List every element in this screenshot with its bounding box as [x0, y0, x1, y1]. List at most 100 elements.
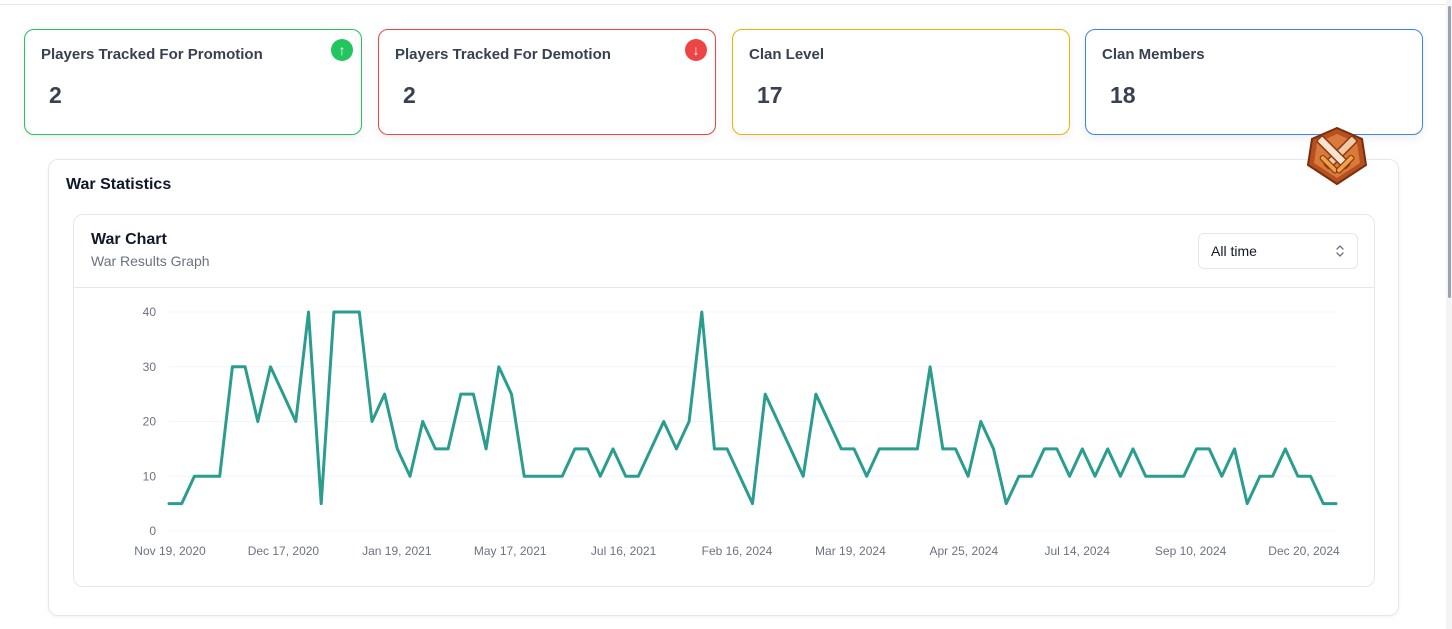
data-point[interactable] — [763, 392, 768, 397]
data-point[interactable] — [1131, 446, 1136, 451]
data-point[interactable] — [572, 446, 577, 451]
data-point[interactable] — [167, 501, 172, 506]
data-point[interactable] — [813, 392, 818, 397]
data-point[interactable] — [864, 474, 869, 479]
data-point[interactable] — [1105, 446, 1110, 451]
data-point[interactable] — [1181, 474, 1186, 479]
data-point[interactable] — [534, 474, 539, 479]
page-scrollbar[interactable] — [1446, 0, 1452, 629]
data-point[interactable] — [877, 446, 882, 451]
data-point[interactable] — [687, 419, 692, 424]
data-point[interactable] — [331, 310, 336, 315]
data-point[interactable] — [1067, 474, 1072, 479]
data-point[interactable] — [496, 364, 501, 369]
data-point[interactable] — [1207, 446, 1212, 451]
data-point[interactable] — [915, 446, 920, 451]
time-range-select[interactable]: All time — [1198, 233, 1358, 269]
data-point[interactable] — [902, 446, 907, 451]
data-point[interactable] — [509, 392, 514, 397]
data-point[interactable] — [255, 419, 260, 424]
data-point[interactable] — [319, 501, 324, 506]
data-point[interactable] — [839, 446, 844, 451]
data-point[interactable] — [1308, 474, 1313, 479]
data-point[interactable] — [230, 364, 235, 369]
data-point[interactable] — [598, 474, 603, 479]
y-tick-label: 0 — [149, 524, 156, 538]
data-point[interactable] — [1232, 446, 1237, 451]
data-point[interactable] — [560, 474, 565, 479]
data-point[interactable] — [966, 474, 971, 479]
data-point[interactable] — [699, 310, 704, 315]
data-point[interactable] — [1092, 474, 1097, 479]
data-point[interactable] — [585, 446, 590, 451]
data-point[interactable] — [1270, 474, 1275, 479]
data-point[interactable] — [991, 446, 996, 451]
data-point[interactable] — [484, 446, 489, 451]
data-point[interactable] — [408, 474, 413, 479]
data-point[interactable] — [369, 419, 374, 424]
data-point[interactable] — [1080, 446, 1085, 451]
data-point[interactable] — [458, 392, 463, 397]
data-point[interactable] — [1219, 474, 1224, 479]
data-point[interactable] — [610, 446, 615, 451]
data-point[interactable] — [1143, 474, 1148, 479]
data-point[interactable] — [357, 310, 362, 315]
data-point[interactable] — [420, 419, 425, 424]
data-point[interactable] — [788, 446, 793, 451]
data-point[interactable] — [674, 446, 679, 451]
scrollbar-thumb[interactable] — [1448, 6, 1451, 298]
data-point[interactable] — [725, 446, 730, 451]
data-point[interactable] — [306, 310, 311, 315]
data-point[interactable] — [737, 474, 742, 479]
time-range-value: All time — [1211, 243, 1257, 259]
data-point[interactable] — [395, 446, 400, 451]
data-point[interactable] — [826, 419, 831, 424]
data-point[interactable] — [217, 474, 222, 479]
data-point[interactable] — [293, 419, 298, 424]
data-point[interactable] — [522, 474, 527, 479]
data-point[interactable] — [446, 446, 451, 451]
data-point[interactable] — [1118, 474, 1123, 479]
data-point[interactable] — [471, 392, 476, 397]
data-point[interactable] — [928, 364, 933, 369]
data-point[interactable] — [433, 446, 438, 451]
data-point[interactable] — [623, 474, 628, 479]
data-point[interactable] — [775, 419, 780, 424]
data-point[interactable] — [179, 501, 184, 506]
data-point[interactable] — [1016, 474, 1021, 479]
data-point[interactable] — [547, 474, 552, 479]
data-point[interactable] — [1029, 474, 1034, 479]
x-axis-ticks: Nov 19, 2020 Dec 17, 2020 Jan 19, 2021 May … — [134, 544, 1340, 558]
data-point[interactable] — [940, 446, 945, 451]
data-point[interactable] — [1334, 501, 1339, 506]
data-point[interactable] — [851, 446, 856, 451]
data-point[interactable] — [268, 364, 273, 369]
data-point[interactable] — [281, 392, 286, 397]
data-point[interactable] — [712, 446, 717, 451]
data-point[interactable] — [1245, 501, 1250, 506]
data-point[interactable] — [890, 446, 895, 451]
data-point[interactable] — [1194, 446, 1199, 451]
data-point[interactable] — [1004, 501, 1009, 506]
data-point[interactable] — [382, 392, 387, 397]
data-point[interactable] — [243, 364, 248, 369]
data-point[interactable] — [1321, 501, 1326, 506]
data-point[interactable] — [1054, 446, 1059, 451]
data-point[interactable] — [636, 474, 641, 479]
data-point[interactable] — [801, 474, 806, 479]
data-point[interactable] — [661, 419, 666, 424]
data-point[interactable] — [1295, 474, 1300, 479]
data-point[interactable] — [1156, 474, 1161, 479]
data-point[interactable] — [1283, 446, 1288, 451]
data-point[interactable] — [953, 446, 958, 451]
data-point[interactable] — [1169, 474, 1174, 479]
data-point[interactable] — [1042, 446, 1047, 451]
promotion-title: Players Tracked For Promotion — [41, 46, 263, 63]
data-point[interactable] — [750, 501, 755, 506]
data-point[interactable] — [978, 419, 983, 424]
data-point[interactable] — [649, 446, 654, 451]
data-point[interactable] — [344, 310, 349, 315]
data-point[interactable] — [205, 474, 210, 479]
data-point[interactable] — [1257, 474, 1262, 479]
data-point[interactable] — [192, 474, 197, 479]
